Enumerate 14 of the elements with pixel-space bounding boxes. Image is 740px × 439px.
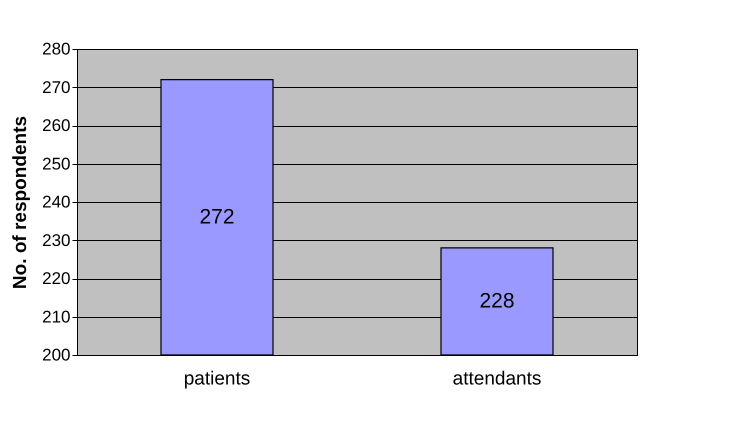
y-tick-label: 280: [42, 40, 70, 58]
y-tick-label: 230: [42, 230, 70, 250]
data-label: 228: [479, 289, 515, 312]
data-label: 272: [199, 205, 235, 228]
y-tick-label: 220: [42, 269, 70, 288]
x-tick-label: attendants: [452, 368, 542, 390]
y-axis-title: No. of respondents: [10, 116, 32, 290]
y-tick-label: 250: [42, 154, 70, 174]
y-tick-label: 260: [42, 116, 70, 135]
x-tick-label: patients: [184, 368, 250, 390]
y-tick-label: 270: [42, 78, 70, 97]
y-tick-label: 240: [42, 192, 70, 212]
y-tick-label: 200: [42, 346, 70, 364]
y-tick-label: 210: [42, 307, 70, 326]
